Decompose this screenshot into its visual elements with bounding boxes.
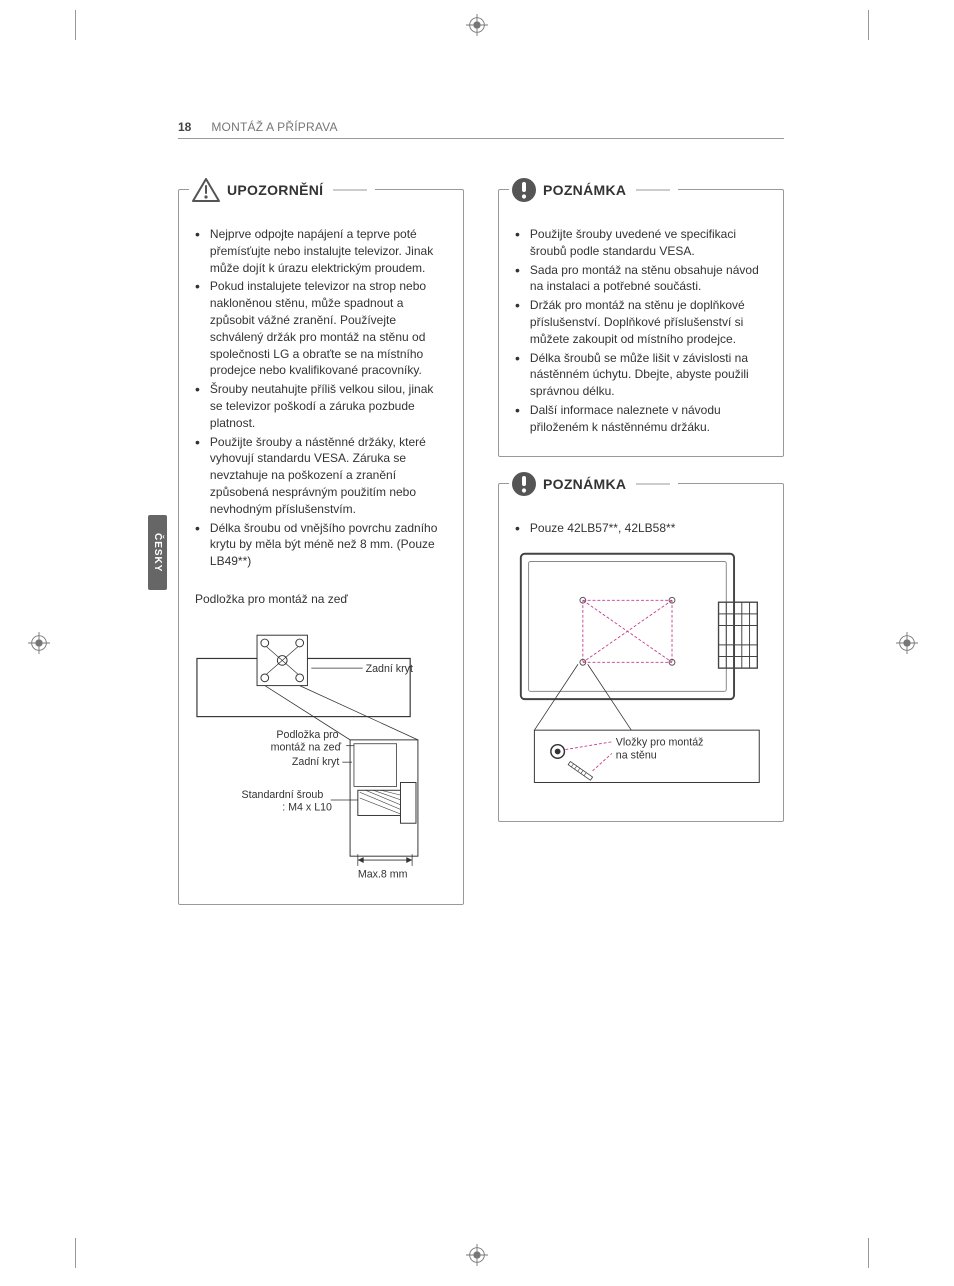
label-screw: Standardní šroub: M4 x L10 <box>242 789 333 814</box>
header-line-icon <box>636 187 670 193</box>
note-header: POZNÁMKA <box>509 177 678 203</box>
left-column: UPOZORNĚNÍ Nejprve odpojte napájení a te… <box>178 189 464 931</box>
list-text: Šrouby neutahujte příliš velkou silou, j… <box>210 381 447 431</box>
note-icon <box>511 177 537 203</box>
note-title: POZNÁMKA <box>543 182 626 198</box>
warning-title: UPOZORNĚNÍ <box>227 182 323 198</box>
section-title: MONTÁŽ A PŘÍPRAVA <box>211 120 337 134</box>
list-text: Délka šroubu od vnějšího povrchu zadního… <box>210 520 447 570</box>
label-back-cover-2: Zadní kryt <box>292 756 339 768</box>
list-item: Délka šroubů se může lišit v závislosti … <box>515 350 767 400</box>
diagram-caption: Podložka pro montáž na zeď <box>195 592 447 606</box>
note-title: POZNÁMKA <box>543 476 626 492</box>
warning-icon <box>191 177 221 203</box>
list-item: Šrouby neutahujte příliš velkou silou, j… <box>195 381 447 431</box>
warning-list: Nejprve odpojte napájení a teprve poté p… <box>195 226 447 570</box>
note-box-1: POZNÁMKA Použijte šrouby uvedené ve spec… <box>498 189 784 457</box>
note-list: Pouze 42LB57**, 42LB58** <box>515 520 767 537</box>
list-text: Nejprve odpojte napájení a teprve poté p… <box>210 226 447 276</box>
header-line-icon <box>333 187 367 193</box>
list-item: Pokud instalujete televizor na strop neb… <box>195 278 447 379</box>
content-columns: UPOZORNĚNÍ Nejprve odpojte napájení a te… <box>178 189 784 931</box>
list-text: Sada pro montáž na stěnu obsahuje návod … <box>530 262 767 296</box>
list-item: Další informace naleznete v návodu přilo… <box>515 402 767 436</box>
list-text: Délka šroubů se může lišit v závislosti … <box>530 350 767 400</box>
list-item: Délka šroubu od vnějšího povrchu zadního… <box>195 520 447 570</box>
list-text: Pokud instalujete televizor na strop neb… <box>210 278 447 379</box>
list-text: Použijte šrouby a nástěnné držáky, které… <box>210 434 447 518</box>
list-item: Držák pro montáž na stěnu je doplňkové p… <box>515 297 767 347</box>
header-line-icon <box>636 481 670 487</box>
mount-diagram: Zadní kryt <box>195 610 447 886</box>
list-item: Sada pro montáž na stěnu obsahuje návod … <box>515 262 767 296</box>
list-text: Další informace naleznete v návodu přilo… <box>530 402 767 436</box>
list-item: Použijte šrouby a nástěnné držáky, které… <box>195 434 447 518</box>
label-mount-pad: Podložka promontáž na zeď <box>271 729 342 754</box>
note-icon <box>511 471 537 497</box>
list-text: Pouze 42LB57**, 42LB58** <box>530 520 675 537</box>
language-tab: ČESKY <box>148 515 167 590</box>
label-max: Max.8 mm <box>358 868 408 880</box>
note-box-2: POZNÁMKA Pouze 42LB57**, 42LB58** <box>498 483 784 823</box>
page: 18 MONTÁŽ A PŘÍPRAVA ČESKY UPOZORNĚNÍ <box>0 0 954 1286</box>
label-back-cover: Zadní kryt <box>366 663 413 675</box>
note-list: Použijte šrouby uvedené ve specifikaci š… <box>515 226 767 436</box>
right-column: POZNÁMKA Použijte šrouby uvedené ve spec… <box>498 189 784 931</box>
tv-mount-diagram: Vložky pro montážna stěnu <box>515 546 767 803</box>
warning-box: UPOZORNĚNÍ Nejprve odpojte napájení a te… <box>178 189 464 905</box>
list-text: Použijte šrouby uvedené ve specifikaci š… <box>530 226 767 260</box>
page-header: 18 MONTÁŽ A PŘÍPRAVA <box>178 120 784 139</box>
list-item: Nejprve odpojte napájení a teprve poté p… <box>195 226 447 276</box>
note-header: POZNÁMKA <box>509 471 678 497</box>
page-number: 18 <box>178 120 191 134</box>
list-item: Pouze 42LB57**, 42LB58** <box>515 520 767 537</box>
list-item: Použijte šrouby uvedené ve specifikaci š… <box>515 226 767 260</box>
list-text: Držák pro montáž na stěnu je doplňkové p… <box>530 297 767 347</box>
warning-header: UPOZORNĚNÍ <box>189 177 375 203</box>
